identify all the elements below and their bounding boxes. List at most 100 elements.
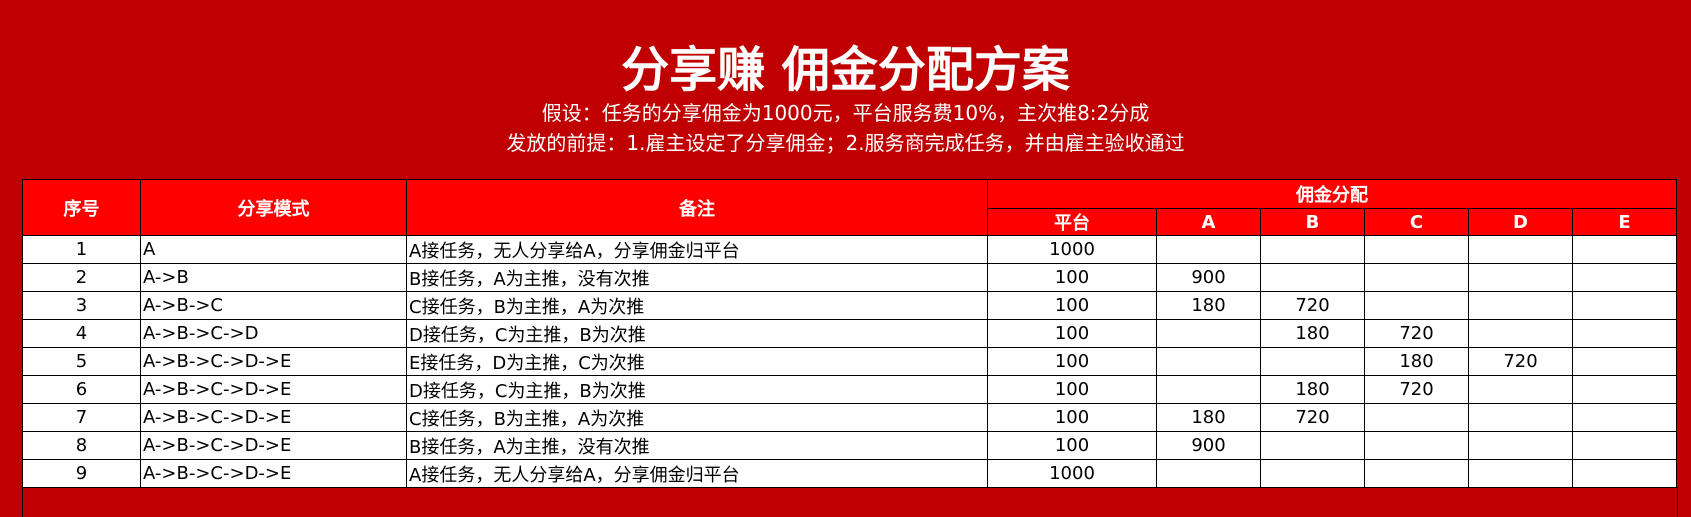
cell-a[interactable]: [1156, 235, 1261, 264]
cell-a[interactable]: [1156, 319, 1261, 348]
cell-mode[interactable]: A->B->C->D->E: [140, 431, 407, 460]
cell-c[interactable]: [1364, 235, 1469, 264]
cell-mode[interactable]: A->B: [140, 263, 407, 292]
table-row: 7 A->B->C->D->E C接任务，B为主推，A为次推 100 180 720: [22, 403, 1678, 432]
cell-a[interactable]: [1156, 375, 1261, 404]
cell-a[interactable]: [1156, 459, 1261, 488]
cell-a[interactable]: 180: [1156, 291, 1261, 320]
cell-c[interactable]: 720: [1364, 319, 1469, 348]
table-row: 3 A->B->C C接任务，B为主推，A为次推 100 180 720: [22, 291, 1678, 320]
cell-platform[interactable]: 100: [987, 347, 1157, 376]
cell-b[interactable]: 180: [1260, 375, 1365, 404]
header-c: C: [1364, 208, 1469, 236]
cell-a[interactable]: 900: [1156, 263, 1261, 292]
cell-platform[interactable]: 100: [987, 263, 1157, 292]
cell-e[interactable]: [1571, 291, 1678, 320]
cell-mode[interactable]: A->B->C: [140, 291, 407, 320]
assumption-text: 假设：任务的分享佣金为1000元，平台服务费10%，主次推8:2分成: [541, 101, 1150, 125]
cell-a[interactable]: 180: [1156, 403, 1261, 432]
header-mode: 分享模式: [140, 179, 407, 236]
cell-mode[interactable]: A->B->C->D->E: [140, 347, 407, 376]
cell-mode[interactable]: A->B->C->D: [140, 319, 407, 348]
cell-platform[interactable]: 1000: [987, 459, 1157, 488]
cell-e[interactable]: [1571, 319, 1678, 348]
cell-index[interactable]: 7: [22, 403, 141, 432]
cell-b[interactable]: [1260, 235, 1365, 264]
table-row: 9 A->B->C->D->E A接任务，无人分享给A，分享佣金归平台 1000: [22, 459, 1678, 488]
cell-a[interactable]: 900: [1156, 431, 1261, 460]
cell-mode[interactable]: A->B->C->D->E: [140, 375, 407, 404]
cell-b[interactable]: [1260, 263, 1365, 292]
cell-note[interactable]: D接任务，C为主推，B为次推: [406, 375, 988, 404]
cell-d[interactable]: [1468, 319, 1573, 348]
cell-d[interactable]: 720: [1468, 347, 1573, 376]
cell-note[interactable]: C接任务，B为主推，A为次推: [406, 403, 988, 432]
cell-b[interactable]: [1260, 431, 1365, 460]
cell-note[interactable]: D接任务，C为主推，B为次推: [406, 319, 988, 348]
cell-b[interactable]: [1260, 347, 1365, 376]
cell-platform[interactable]: 1000: [987, 235, 1157, 264]
cell-d[interactable]: [1468, 235, 1573, 264]
cell-b[interactable]: 720: [1260, 291, 1365, 320]
cell-index[interactable]: 3: [22, 291, 141, 320]
cell-c[interactable]: 180: [1364, 347, 1469, 376]
cell-mode[interactable]: A->B->C->D->E: [140, 459, 407, 488]
cell-e[interactable]: [1571, 263, 1678, 292]
header-commission-group: 佣金分配: [986, 179, 1678, 209]
cell-platform[interactable]: 100: [987, 291, 1157, 320]
cell-index[interactable]: 8: [22, 431, 141, 460]
cell-e[interactable]: [1571, 375, 1678, 404]
cell-d[interactable]: [1468, 291, 1573, 320]
table-row: 2 A->B B接任务，A为主推，没有次推 100 900: [22, 263, 1678, 292]
cell-note[interactable]: E接任务，D为主推，C为次推: [406, 347, 988, 376]
cell-c[interactable]: [1364, 291, 1469, 320]
precondition-text: 发放的前提：1.雇主设定了分享佣金；2.服务商完成任务，并由雇主验收通过: [506, 131, 1185, 155]
cell-d[interactable]: [1468, 431, 1573, 460]
table-row: 1 A A接任务，无人分享给A，分享佣金归平台 1000: [22, 235, 1678, 264]
footer-band: [22, 487, 1678, 517]
cell-note[interactable]: C接任务，B为主推，A为次推: [406, 291, 988, 320]
cell-c[interactable]: [1364, 403, 1469, 432]
cell-note[interactable]: B接任务，A为主推，没有次推: [406, 431, 988, 460]
cell-mode[interactable]: A->B->C->D->E: [140, 403, 407, 432]
cell-d[interactable]: [1468, 403, 1573, 432]
cell-index[interactable]: 4: [22, 319, 141, 348]
cell-c[interactable]: [1364, 431, 1469, 460]
cell-b[interactable]: 180: [1260, 319, 1365, 348]
header-d: D: [1468, 208, 1573, 236]
cell-c[interactable]: [1364, 263, 1469, 292]
header-index: 序号: [22, 179, 141, 236]
cell-e[interactable]: [1571, 403, 1678, 432]
cell-c[interactable]: 720: [1364, 375, 1469, 404]
table-row: 6 A->B->C->D->E D接任务，C为主推，B为次推 100 180 720: [22, 375, 1678, 404]
header-note: 备注: [406, 179, 988, 236]
cell-index[interactable]: 2: [22, 263, 141, 292]
cell-note[interactable]: A接任务，无人分享给A，分享佣金归平台: [406, 235, 988, 264]
cell-e[interactable]: [1571, 431, 1678, 460]
header-a: A: [1156, 208, 1261, 236]
cell-note[interactable]: A接任务，无人分享给A，分享佣金归平台: [406, 459, 988, 488]
cell-a[interactable]: [1156, 347, 1261, 376]
cell-e[interactable]: [1571, 347, 1678, 376]
cell-note[interactable]: B接任务，A为主推，没有次推: [406, 263, 988, 292]
cell-d[interactable]: [1468, 459, 1573, 488]
cell-platform[interactable]: 100: [987, 375, 1157, 404]
cell-d[interactable]: [1468, 263, 1573, 292]
cell-b[interactable]: 720: [1260, 403, 1365, 432]
cell-platform[interactable]: 100: [987, 403, 1157, 432]
cell-e[interactable]: [1571, 235, 1678, 264]
cell-b[interactable]: [1260, 459, 1365, 488]
cell-mode[interactable]: A: [140, 235, 407, 264]
cell-platform[interactable]: 100: [987, 319, 1157, 348]
cell-index[interactable]: 6: [22, 375, 141, 404]
table-row: 5 A->B->C->D->E E接任务，D为主推，C为次推 100 180 720: [22, 347, 1678, 376]
cell-platform[interactable]: 100: [987, 431, 1157, 460]
cell-index[interactable]: 9: [22, 459, 141, 488]
cell-index[interactable]: 5: [22, 347, 141, 376]
cell-c[interactable]: [1364, 459, 1469, 488]
cell-d[interactable]: [1468, 375, 1573, 404]
header-platform: 平台: [987, 208, 1157, 236]
cell-e[interactable]: [1571, 459, 1678, 488]
cell-index[interactable]: 1: [22, 235, 141, 264]
header-e: E: [1571, 208, 1678, 236]
